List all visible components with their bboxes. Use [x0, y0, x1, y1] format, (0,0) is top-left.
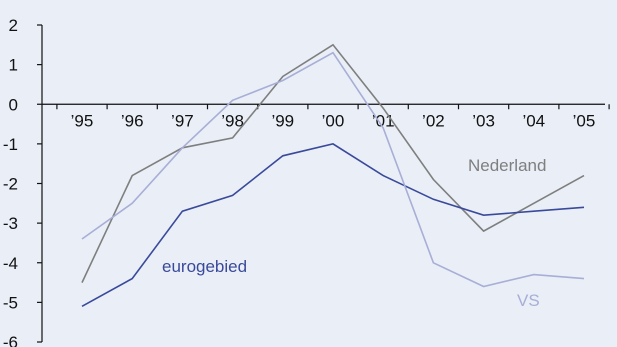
y-tick-label: 0	[9, 95, 18, 114]
x-tick-label: ’96	[121, 111, 144, 130]
x-tick-label: ’95	[71, 111, 94, 130]
x-tick-label: ’99	[271, 111, 294, 130]
y-tick-label: -2	[3, 175, 18, 194]
x-tick-label: ’97	[171, 111, 194, 130]
x-tick-label: ’03	[472, 111, 495, 130]
y-tick-label: 2	[9, 16, 18, 35]
series-label-vs: VS	[517, 291, 540, 310]
series-label-nederland: Nederland	[468, 156, 546, 175]
y-tick-label: -4	[3, 254, 18, 273]
y-tick-label: 1	[9, 56, 18, 75]
x-tick-label: ’04	[522, 111, 545, 130]
x-tick-label: ’00	[322, 111, 345, 130]
y-tick-label: -6	[3, 333, 18, 347]
y-tick-label: -3	[3, 214, 18, 233]
y-tick-label: -1	[3, 135, 18, 154]
x-tick-label: ’02	[422, 111, 445, 130]
y-tick-label: -5	[3, 293, 18, 312]
x-tick-label: ’05	[573, 111, 596, 130]
series-label-eurogebied: eurogebied	[162, 257, 247, 276]
